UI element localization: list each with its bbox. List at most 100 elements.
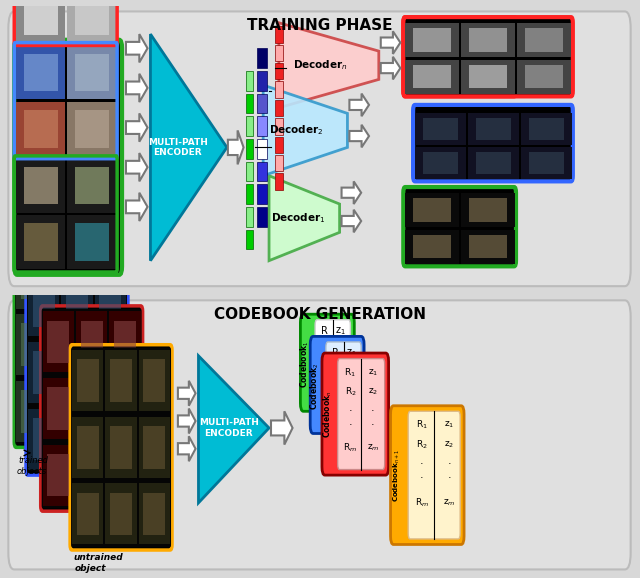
Bar — [67, 216, 116, 269]
Text: R$_m$: R$_m$ — [343, 441, 358, 454]
Bar — [110, 360, 132, 402]
Text: MULTI-PATH
ENCODER: MULTI-PATH ENCODER — [148, 138, 208, 157]
Bar — [413, 65, 451, 88]
Bar — [74, 110, 109, 148]
Bar — [275, 63, 283, 79]
Text: TRAINING PHASE: TRAINING PHASE — [247, 18, 393, 33]
Bar — [246, 229, 253, 249]
Polygon shape — [126, 113, 148, 142]
Bar — [110, 426, 132, 469]
Bar — [106, 350, 137, 412]
Bar — [95, 342, 126, 403]
Bar — [67, 46, 116, 99]
Bar — [66, 418, 88, 461]
Bar — [76, 378, 108, 439]
Bar — [16, 381, 47, 442]
Polygon shape — [342, 210, 361, 232]
Bar — [16, 314, 47, 375]
Bar — [106, 483, 137, 544]
Bar — [143, 492, 165, 535]
Polygon shape — [381, 31, 401, 54]
Bar — [461, 229, 515, 264]
Bar — [275, 45, 283, 61]
Bar — [405, 229, 459, 264]
Bar — [16, 46, 65, 99]
Text: z$_m$: z$_m$ — [443, 498, 456, 508]
FancyBboxPatch shape — [71, 347, 171, 547]
Bar — [33, 284, 54, 327]
Bar — [47, 321, 69, 364]
Text: ·: · — [371, 420, 375, 430]
Bar — [275, 26, 283, 43]
Text: R: R — [332, 348, 339, 358]
Bar — [28, 342, 60, 403]
Bar — [461, 60, 515, 94]
Bar — [21, 390, 43, 433]
Bar — [246, 94, 253, 113]
Bar — [109, 312, 141, 372]
Bar — [74, 54, 109, 91]
Bar — [422, 152, 458, 174]
Text: R$_2$: R$_2$ — [344, 386, 356, 398]
Polygon shape — [178, 409, 196, 434]
Bar — [88, 323, 109, 366]
Bar — [257, 71, 267, 91]
FancyBboxPatch shape — [300, 314, 355, 412]
Bar — [24, 54, 58, 91]
Bar — [110, 492, 132, 535]
Text: trained: trained — [18, 455, 48, 465]
Text: Codebook$_1$: Codebook$_1$ — [298, 340, 310, 388]
Bar — [33, 418, 54, 461]
Bar — [139, 417, 170, 478]
Polygon shape — [228, 131, 244, 164]
Bar — [275, 100, 283, 116]
Bar — [66, 284, 88, 327]
Text: R$_m$: R$_m$ — [415, 497, 429, 509]
Bar — [21, 257, 43, 299]
Bar — [61, 342, 93, 403]
Bar — [114, 387, 136, 430]
Polygon shape — [126, 192, 148, 221]
Bar — [517, 23, 571, 57]
Bar — [413, 28, 451, 51]
Bar — [461, 23, 515, 57]
Bar — [77, 426, 99, 469]
Bar — [54, 323, 76, 366]
Bar — [275, 155, 283, 172]
Bar — [413, 65, 451, 88]
Bar — [54, 257, 76, 299]
Polygon shape — [178, 381, 196, 406]
Bar — [257, 184, 267, 204]
Text: z$_1$: z$_1$ — [368, 367, 378, 377]
Text: object: object — [75, 564, 106, 573]
Bar — [422, 118, 458, 140]
Bar — [95, 275, 126, 336]
Polygon shape — [342, 181, 361, 204]
Bar — [99, 418, 121, 461]
Bar — [47, 454, 69, 497]
Text: z$_m$: z$_m$ — [367, 442, 380, 453]
Bar — [74, 0, 109, 35]
Bar — [61, 275, 93, 336]
Bar — [72, 483, 104, 544]
Bar — [74, 167, 109, 205]
Text: objects: objects — [16, 467, 47, 476]
Bar — [28, 275, 60, 336]
Bar — [16, 102, 65, 156]
Text: ·: · — [349, 406, 352, 416]
Bar — [61, 409, 93, 469]
Bar — [469, 65, 507, 88]
Polygon shape — [381, 57, 401, 79]
Text: MULTI-PATH
ENCODER: MULTI-PATH ENCODER — [199, 418, 259, 438]
Bar — [83, 381, 114, 442]
Bar — [529, 118, 564, 140]
Polygon shape — [269, 176, 340, 261]
Bar — [529, 152, 564, 174]
Text: R$_2$: R$_2$ — [416, 438, 428, 451]
Polygon shape — [263, 85, 348, 176]
Bar — [74, 224, 109, 261]
Bar — [275, 136, 283, 153]
Bar — [413, 28, 451, 51]
Bar — [81, 387, 102, 430]
Bar — [72, 350, 104, 412]
